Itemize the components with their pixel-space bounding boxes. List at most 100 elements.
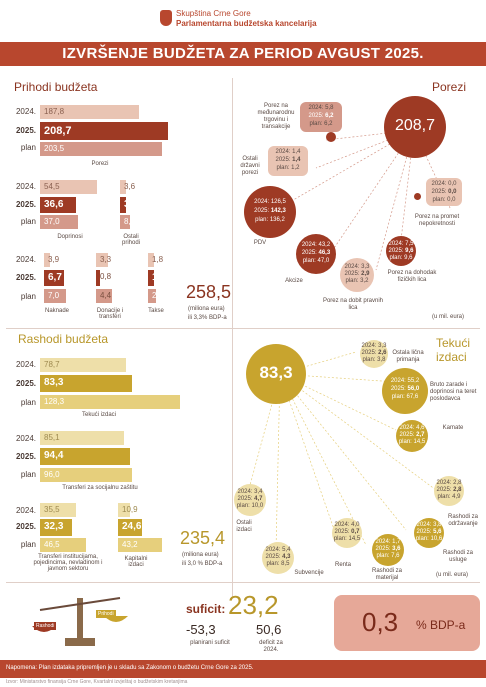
cur-odrzavanje-plan: plan: 10,6	[415, 536, 443, 542]
expenditure-title: Rashodi budžeta	[18, 332, 109, 346]
tax-dohodak-2024: 2024: 7,5	[388, 241, 414, 247]
bar-value: 78,7	[44, 360, 60, 369]
row-label: plan	[20, 540, 36, 549]
tax-dobit-plan: plan: 3,2	[345, 278, 369, 284]
cur-usluge-2025: 2025: 2,8	[436, 487, 462, 493]
cur-bubble-materijal	[372, 534, 404, 566]
current-total-circle	[246, 344, 306, 404]
cur-bubble-renta	[332, 518, 362, 548]
cur-bubble-kamate	[396, 420, 428, 452]
tax-pdv-2025: 2025: 142,3	[254, 208, 286, 214]
bar-porezi-2024: 187,8	[40, 105, 139, 119]
bar-value: 6,7	[48, 272, 62, 283]
tax-dohodak-name: Porez na dohodak fizičkih lica	[387, 270, 437, 283]
bar-value: 208,7	[44, 125, 72, 137]
footer-note: Napomena: Plan izdataka pripremljen je u…	[0, 660, 486, 678]
expenditure-total: 235,4	[180, 528, 226, 548]
caption-naknade: Naknade	[44, 308, 70, 314]
cur-subvencije-2024: 2024: 5,4	[265, 547, 291, 553]
cur-bubble-odrzavanje	[414, 518, 444, 548]
bar-takse-2024: 1,8	[148, 253, 163, 267]
bar-value: 35,5	[44, 505, 60, 514]
bar-value: 3,9	[48, 255, 60, 264]
bar-value: 83,3	[44, 377, 64, 388]
bar-value: 0,8	[100, 272, 112, 281]
revenue-unit: (miliona eura)	[188, 306, 225, 312]
org-name: Skupština Crne Gore Parlamentarna budžet…	[176, 9, 317, 29]
row-label: plan	[20, 398, 36, 407]
bar-value: 85,1	[44, 433, 60, 442]
revenue-bdp: ili 3,3% BDP-a	[188, 315, 227, 321]
cur-kamate-2024: 2024: 4,6	[399, 425, 425, 431]
bar-value: 2,3	[152, 291, 164, 300]
bar-value: 37,0	[44, 217, 60, 226]
scale-right-label: Prihodi	[96, 610, 116, 618]
bar-value: 8,6	[124, 217, 136, 226]
cur-odrzavanje-2025: 2025: 5,6	[416, 529, 442, 535]
tax-promet-plan: plan: 0,0	[432, 197, 456, 203]
planned-label: planirani suficit	[190, 640, 230, 646]
footer-source: Izvor: Ministarstvo finansija Crne Gore,…	[6, 679, 188, 685]
caption-ostali: Ostali prihodi	[121, 234, 140, 246]
bar-value: 4,4	[100, 291, 112, 300]
bar-institucije-2025: 32,3	[40, 519, 72, 536]
cur-subvencije-name: Subvencije	[294, 570, 324, 576]
tax-pdv-2024: 2024: 126,5	[254, 199, 286, 205]
revenue-total: 258,5	[186, 282, 232, 302]
bar-tekuci-2024: 78,7	[40, 358, 126, 372]
cur-materijal-name: Rashodi za materijal	[371, 568, 403, 581]
tax-akcize-2024: 2024: 43,2	[301, 242, 331, 248]
expenditure-unit: (miliona eura)	[182, 552, 219, 558]
tax-ostali-2024: 2024: 1,4	[275, 149, 301, 155]
row-label: 2025.	[15, 126, 36, 135]
bar-doprinosi-plan: 37,0	[40, 215, 78, 229]
cur-subvencije-plan: plan: 8,5	[266, 561, 290, 567]
tax-bubble-akcize	[296, 234, 336, 274]
tax-akcize-name: Akcize	[285, 278, 303, 284]
cur-bubble-ostali	[234, 484, 266, 516]
cur-ostala-2024: 2024: 3,3	[361, 343, 387, 349]
tax-intl-2024: 2024: 5,8	[308, 105, 334, 111]
bdp-percent-value: 0,3	[362, 607, 399, 637]
bar-transferi-2024: 85,1	[40, 431, 124, 445]
tax-ostali-name: Ostali državni porezi	[240, 156, 260, 176]
cur-bubble-bruto	[382, 368, 428, 414]
cur-renta-name: Renta	[334, 562, 351, 568]
tax-promet-dot	[414, 193, 421, 200]
tax-intl-plan: plan: 6,2	[309, 121, 333, 127]
bar-value: 7,0	[48, 291, 60, 300]
caption-transferi: Transferi za socijalnu zaštitu	[62, 485, 138, 491]
bar-naknade-2024: 3,9	[44, 253, 59, 267]
bar-donacije-2025: 0,8	[96, 270, 111, 286]
row-label: plan	[20, 470, 36, 479]
cur-subvencije-2025: 2025: 4,3	[265, 554, 291, 560]
cur-usluge-plan: plan: 4,9	[437, 494, 461, 500]
bar-doprinosi-2025: 36,6	[40, 197, 76, 213]
bar-value: 3,3	[100, 255, 112, 264]
cur-ostali-2025: 2025: 4,7	[237, 496, 263, 502]
tax-dohodak-2025: 2025: 9,6	[388, 248, 414, 254]
bar-kapitalni-2025: 24,6	[118, 519, 142, 536]
bar-value: 46,5	[44, 540, 60, 549]
bar-institucije-plan: 46,5	[40, 538, 86, 552]
bar-institucije-2024: 35,5	[40, 503, 76, 517]
bar-porezi-plan: 203,5	[40, 142, 162, 156]
cur-ostali-2024: 2024: 3,4	[237, 489, 263, 495]
bar-transferi-2025: 94,4	[40, 448, 130, 465]
bar-value: 96,0	[44, 470, 60, 479]
cur-materijal-plan: plan: 7,6	[376, 553, 400, 559]
tax-bubble-promet	[426, 178, 462, 206]
bar-kapitalni-plan: 43,2	[118, 538, 162, 552]
deficit-value: 50,6	[256, 622, 282, 637]
bar-value: 3,6	[124, 182, 136, 191]
cur-usluge-2024: 2024: 2,8	[436, 480, 462, 486]
bar-naknade-2025: 6,7	[44, 270, 64, 286]
header: Skupština Crne Gore Parlamentarna budžet…	[0, 0, 486, 72]
cur-ostala-plan: plan: 3,8	[362, 357, 386, 363]
row-label: 2024.	[15, 506, 36, 515]
cur-bruto-2024: 2024: 55,2	[390, 378, 420, 384]
caption-tekuci: Tekući izdaci	[81, 412, 116, 418]
tax-pdv-name: PDV	[253, 240, 267, 246]
row-label: 2024.	[15, 434, 36, 443]
bdp-percent-box	[334, 595, 480, 651]
